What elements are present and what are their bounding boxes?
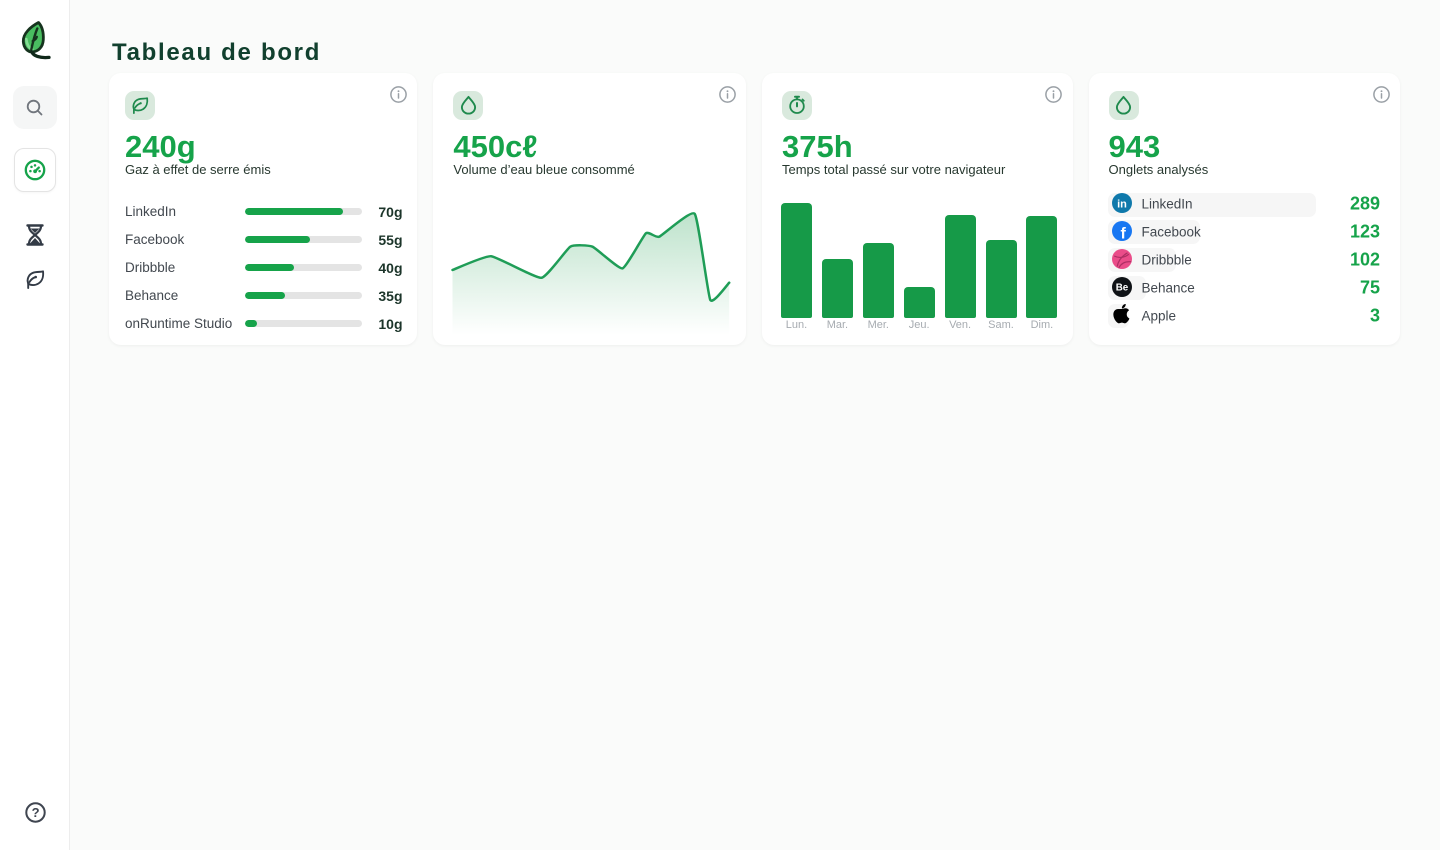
svg-text:?: ? (31, 805, 39, 820)
svg-text:f: f (1120, 225, 1126, 241)
svg-text:Be: Be (1115, 282, 1128, 293)
svg-text:in: in (1117, 198, 1127, 210)
